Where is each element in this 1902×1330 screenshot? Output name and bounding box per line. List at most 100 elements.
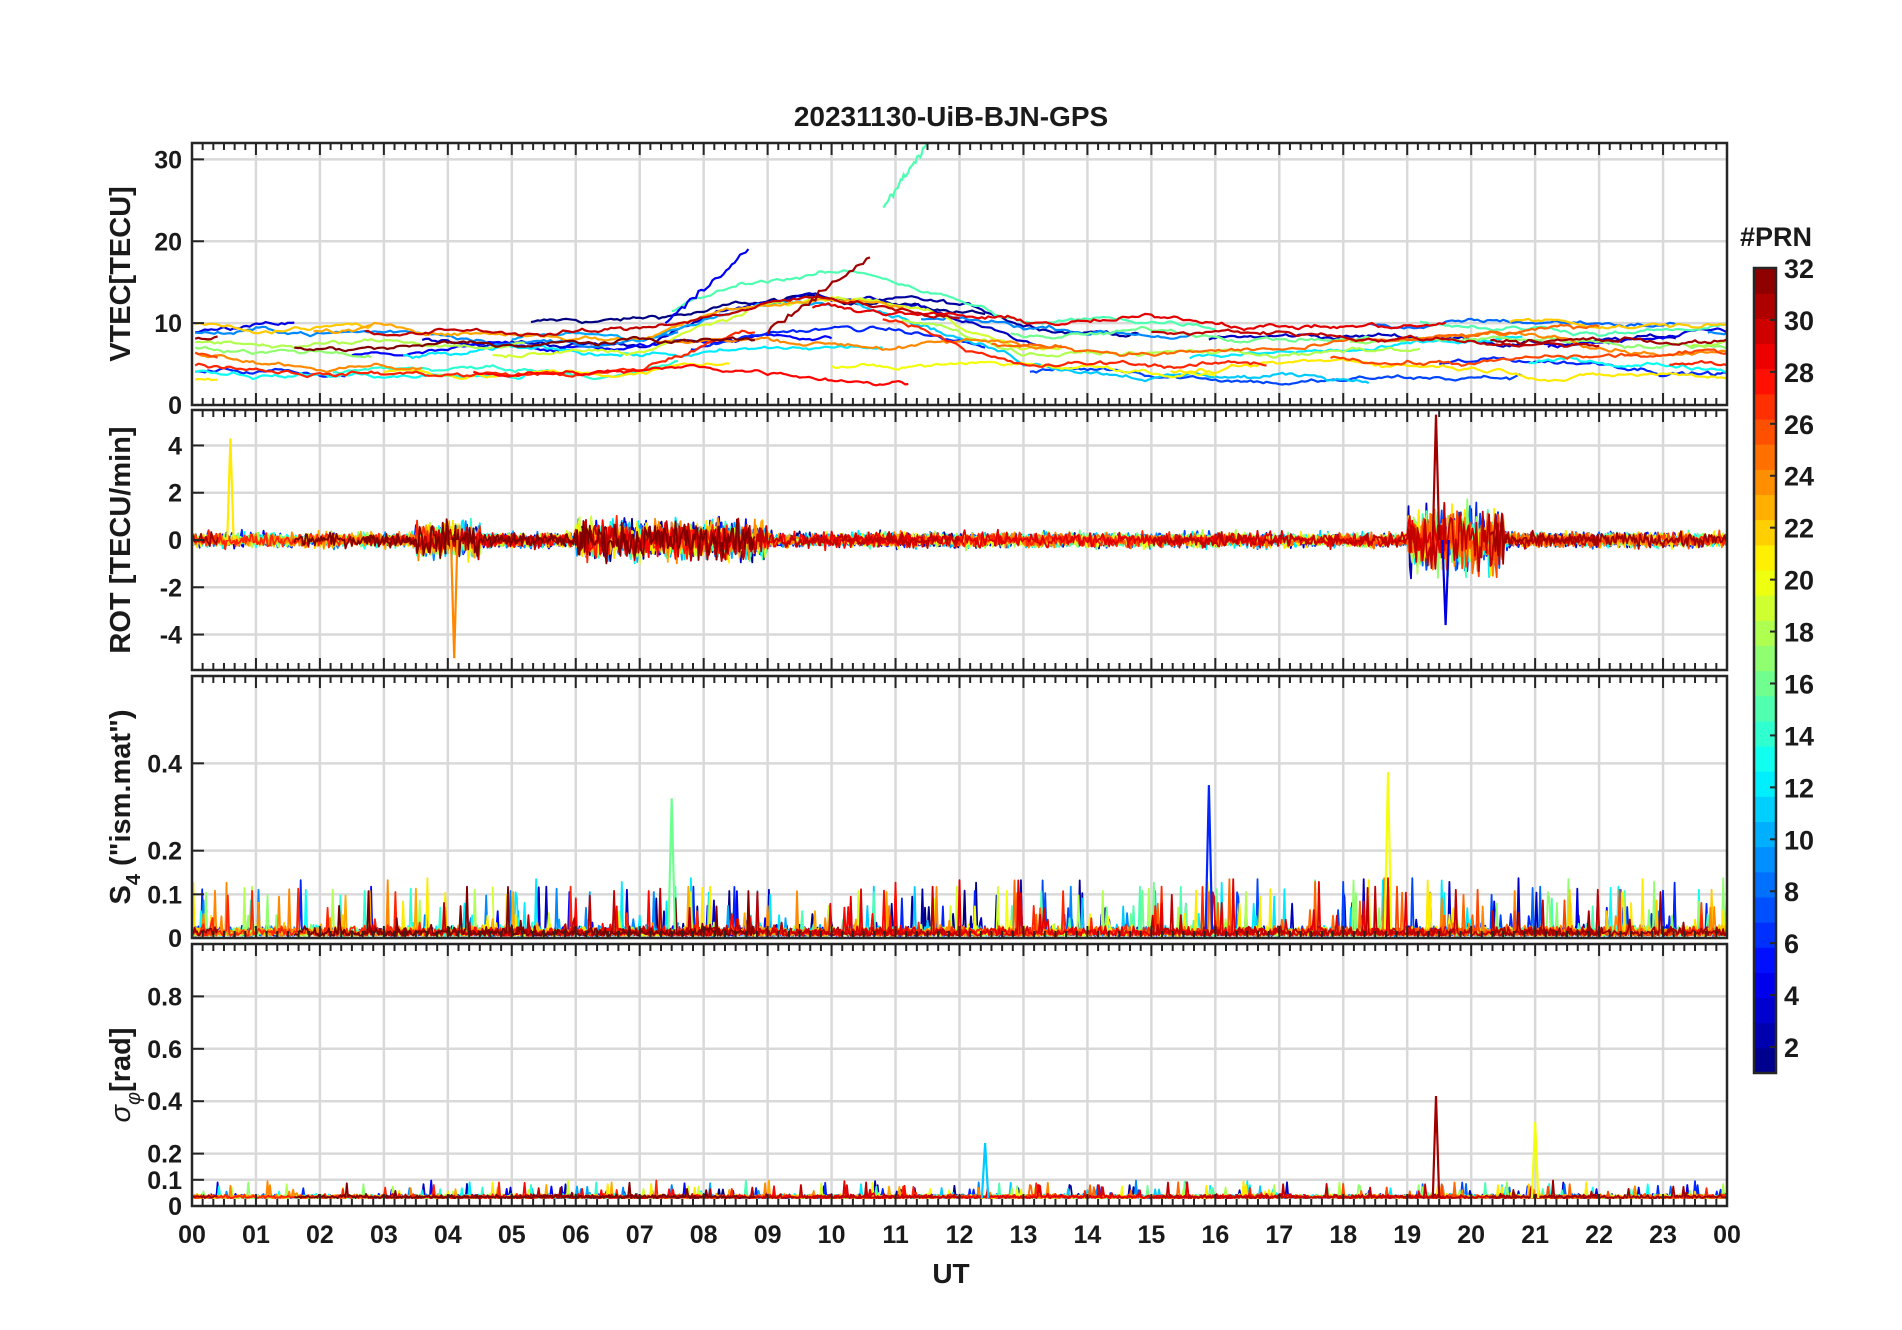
- feature-trace: [1431, 1095, 1441, 1199]
- prn-trace: [1151, 328, 1600, 348]
- x-tick-label: 06: [562, 1221, 590, 1249]
- feature-trace: [882, 143, 928, 209]
- colorbar-segment: [1754, 368, 1776, 395]
- colorbar-tick-label: 12: [1784, 773, 1814, 803]
- colorbar-segment: [1754, 1022, 1776, 1049]
- prn-trace: [671, 269, 1216, 331]
- colorbar-segment: [1754, 972, 1776, 999]
- y-axis-label: σφ[rad]: [105, 1028, 145, 1123]
- colorbar-segment: [1754, 293, 1776, 319]
- colorbar-segment: [1754, 871, 1776, 898]
- x-tick-label: 07: [626, 1221, 654, 1249]
- y-tick-label: 0.4: [147, 1088, 182, 1116]
- prn-trace: [811, 302, 1446, 332]
- prn-trace: [1029, 366, 1523, 386]
- y-tick-label: 10: [154, 310, 182, 338]
- prn-trace: [1170, 357, 1727, 383]
- colorbar-segment: [1754, 720, 1776, 747]
- prn-trace: [293, 518, 756, 565]
- y-axis-label: VTEC[TECU]: [105, 186, 137, 362]
- sigma_phi-traces: [192, 1095, 1727, 1199]
- y-tick-label: 0.1: [147, 1167, 182, 1195]
- prn-trace: [194, 346, 372, 359]
- colorbar-tick-label: 6: [1784, 929, 1799, 959]
- x-axis-label: UT: [932, 1258, 969, 1289]
- y-tick-label: 0: [168, 1193, 182, 1221]
- prn-trace: [473, 364, 909, 387]
- colorbar-segment: [1754, 343, 1776, 370]
- colorbar-segment: [1754, 695, 1776, 722]
- colorbar-tick-label: 30: [1784, 306, 1814, 336]
- prn-trace: [1330, 348, 1727, 367]
- panel-sigma_phi: 00.10.2 0.4 0.6 0.8σφ[rad]: [105, 942, 1729, 1221]
- x-tick-label: 01: [242, 1221, 270, 1249]
- x-tick-label: 08: [690, 1221, 718, 1249]
- prn-trace: [1490, 1179, 1727, 1199]
- colorbar-tick-label: 14: [1784, 721, 1814, 751]
- prn-trace: [195, 377, 218, 382]
- prn-trace: [991, 323, 1600, 357]
- colorbar-segment: [1754, 846, 1776, 873]
- y-tick-label: 0: [168, 925, 182, 953]
- x-tick-label: 00: [1713, 1221, 1741, 1249]
- feature-trace: [226, 438, 235, 541]
- y-axis-label: S4 ("ism.mat"): [105, 710, 145, 905]
- prn-trace: [313, 297, 909, 342]
- prn-trace: [1489, 515, 1727, 565]
- x-tick-label: 12: [946, 1221, 974, 1249]
- x-tick-label: 02: [306, 1221, 334, 1249]
- colorbar-tick-label: 4: [1784, 981, 1799, 1011]
- y-tick-label: 0.4: [147, 750, 182, 778]
- colorbar-tick-label: 32: [1784, 254, 1814, 284]
- colorbar-segment: [1754, 997, 1776, 1024]
- colorbar-tick-label: 16: [1784, 669, 1814, 699]
- prn-trace: [194, 329, 755, 379]
- colorbar-segment: [1754, 821, 1776, 848]
- colorbar-segment: [1754, 896, 1776, 923]
- panel-vtec: 0 10 20 30 VTEC[TECU]: [105, 141, 1729, 420]
- colorbar-frame: [1752, 266, 1778, 1075]
- x-tick-label: 16: [1201, 1221, 1229, 1249]
- prn-trace: [1150, 501, 1600, 572]
- feature-trace: [1204, 785, 1214, 930]
- prn-trace: [1490, 336, 1727, 346]
- prn-trace: [1687, 340, 1727, 349]
- x-tick-label: 11: [882, 1221, 909, 1249]
- colorbar-segment: [1754, 393, 1776, 420]
- x-tick-label: 19: [1393, 1221, 1421, 1249]
- colorbar-segment: [1754, 620, 1776, 646]
- prn-trace: [194, 321, 372, 335]
- prn-trace: [1669, 359, 1727, 367]
- prn-trace: [921, 315, 1191, 340]
- colorbar-segment: [1754, 595, 1776, 621]
- feature-trace: [766, 256, 871, 335]
- colorbar-segment: [1754, 268, 1776, 294]
- vtec-traces: [194, 143, 1727, 387]
- feature-trace: [1383, 772, 1393, 930]
- colorbar-segment: [1754, 544, 1776, 571]
- colorbar-segment: [1754, 469, 1776, 496]
- y-tick-label: -2: [160, 574, 182, 602]
- colorbar-segment: [1754, 670, 1776, 697]
- colorbar-tick-label: 28: [1784, 358, 1814, 388]
- feature-trace: [449, 539, 459, 659]
- y-tick-label: -4: [160, 622, 182, 650]
- y-tick-label: 0.6: [147, 1036, 182, 1064]
- feature-trace: [667, 798, 676, 930]
- panel-s4: 0 0.1 0.2 0.4S4 ("ism.mat"): [105, 674, 1729, 953]
- y-tick-label: 0: [168, 527, 182, 555]
- panel-rot: -4 -2 0 2 4 ROT [TECU/min]: [105, 408, 1729, 672]
- x-tick-label: 05: [498, 1221, 526, 1249]
- y-tick-label: 0.2: [147, 1141, 182, 1169]
- y-tick-label: 0.2: [147, 838, 182, 866]
- x-tick-label: 00: [178, 1221, 206, 1249]
- colorbar-segment: [1754, 318, 1776, 345]
- feature-trace: [1431, 414, 1441, 541]
- y-tick-label: 0.8: [147, 983, 182, 1011]
- colorbar-segment: [1754, 745, 1776, 772]
- colorbar-title: #PRN: [1740, 222, 1812, 252]
- x-tick-label: 17: [1265, 1221, 1293, 1249]
- prn-trace: [293, 885, 756, 937]
